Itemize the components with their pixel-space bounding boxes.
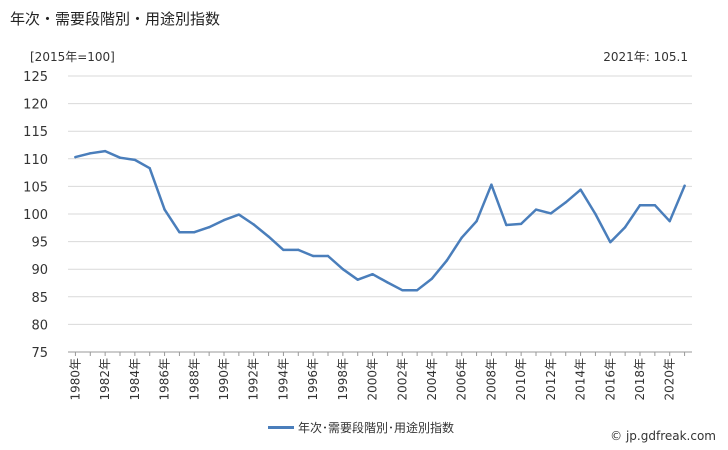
x-tick-label: 2016年 [603,358,617,401]
x-tick-label: 1998年 [336,358,350,401]
data-point [118,156,122,159]
data-point [326,254,330,258]
y-tick-label: 120 [23,98,48,113]
data-point [401,288,404,292]
data-point [207,226,211,229]
y-tick-label: 100 [23,208,48,223]
y-tick-label: 125 [23,70,48,85]
source-credit: © jp.gdfreak.com [610,429,716,443]
data-point [445,259,449,262]
data-point [103,149,107,153]
x-tick-label: 1986年 [158,358,172,401]
data-point [133,158,137,162]
data-point [297,248,300,252]
data-point [371,272,374,276]
data-point [386,281,389,284]
legend: 年次･需要段階別･用途別指数 [268,419,454,436]
data-point [178,231,181,234]
legend-label: 年次･需要段階別･用途別指数 [298,421,455,435]
data-point [505,223,508,227]
x-tick-label: 2018年 [633,358,647,401]
y-tick-label: 75 [31,346,48,361]
x-tick-label: 2020年 [663,358,677,401]
data-point [638,203,642,207]
legend-swatch [268,426,294,429]
data-point [311,254,315,258]
data-point [193,231,196,234]
x-tick-label: 1980年 [68,358,82,401]
data-point [475,219,478,223]
data-point [579,188,582,191]
data-point [222,218,226,222]
y-tick-label: 95 [31,236,48,251]
x-tick-label: 1982年 [98,358,112,401]
x-tick-label: 2014年 [574,358,588,401]
data-point [623,226,627,229]
y-tick-label: 115 [23,125,48,140]
x-tick-label: 2000年 [366,358,380,401]
page-title: 年次・需要段階別・用途別指数 [10,10,221,28]
x-tick-label: 2006年 [455,358,469,401]
series-line [74,149,686,292]
x-tick-label: 2008年 [484,358,498,401]
x-tick-label: 1994年 [276,358,290,401]
x-tick-label: 2010年 [514,358,528,401]
x-tick-label: 1990年 [217,358,231,401]
data-point [534,208,538,211]
data-point [163,208,166,211]
data-point [683,184,686,188]
x-tick-label: 2012年 [544,358,558,401]
x-tick-label: 1988年 [187,358,201,401]
x-tick-label: 1992年 [247,358,261,401]
y-tick-label: 90 [31,263,48,278]
data-point [430,277,434,280]
data-point [594,212,597,216]
x-tick-label: 2004年 [425,358,439,401]
latest-value-label: 2021年: 105.1 [603,50,688,64]
data-point [267,235,270,238]
unit-label: [2015年=100] [30,50,115,64]
data-point [148,166,151,170]
data-point [549,212,553,215]
data-point [460,236,463,239]
data-point [519,222,523,226]
data-point [415,288,419,292]
data-point [252,223,255,226]
y-tick-label: 85 [31,291,48,306]
x-tick-label: 1984年 [128,358,142,401]
data-point [356,278,359,281]
data-point [668,219,671,223]
data-point [564,201,567,204]
data-point [653,203,657,207]
data-point [89,152,92,155]
data-point [237,213,241,216]
x-tick-label: 1996年 [306,358,320,401]
data-point [74,155,77,159]
data-point [490,183,493,186]
y-tick-label: 110 [23,153,48,168]
data-point [341,268,345,271]
data-point [282,248,285,252]
x-tick-label: 2002年 [395,358,409,401]
y-tick-label: 80 [31,318,48,333]
y-tick-label: 105 [23,180,48,195]
data-point [609,240,612,244]
